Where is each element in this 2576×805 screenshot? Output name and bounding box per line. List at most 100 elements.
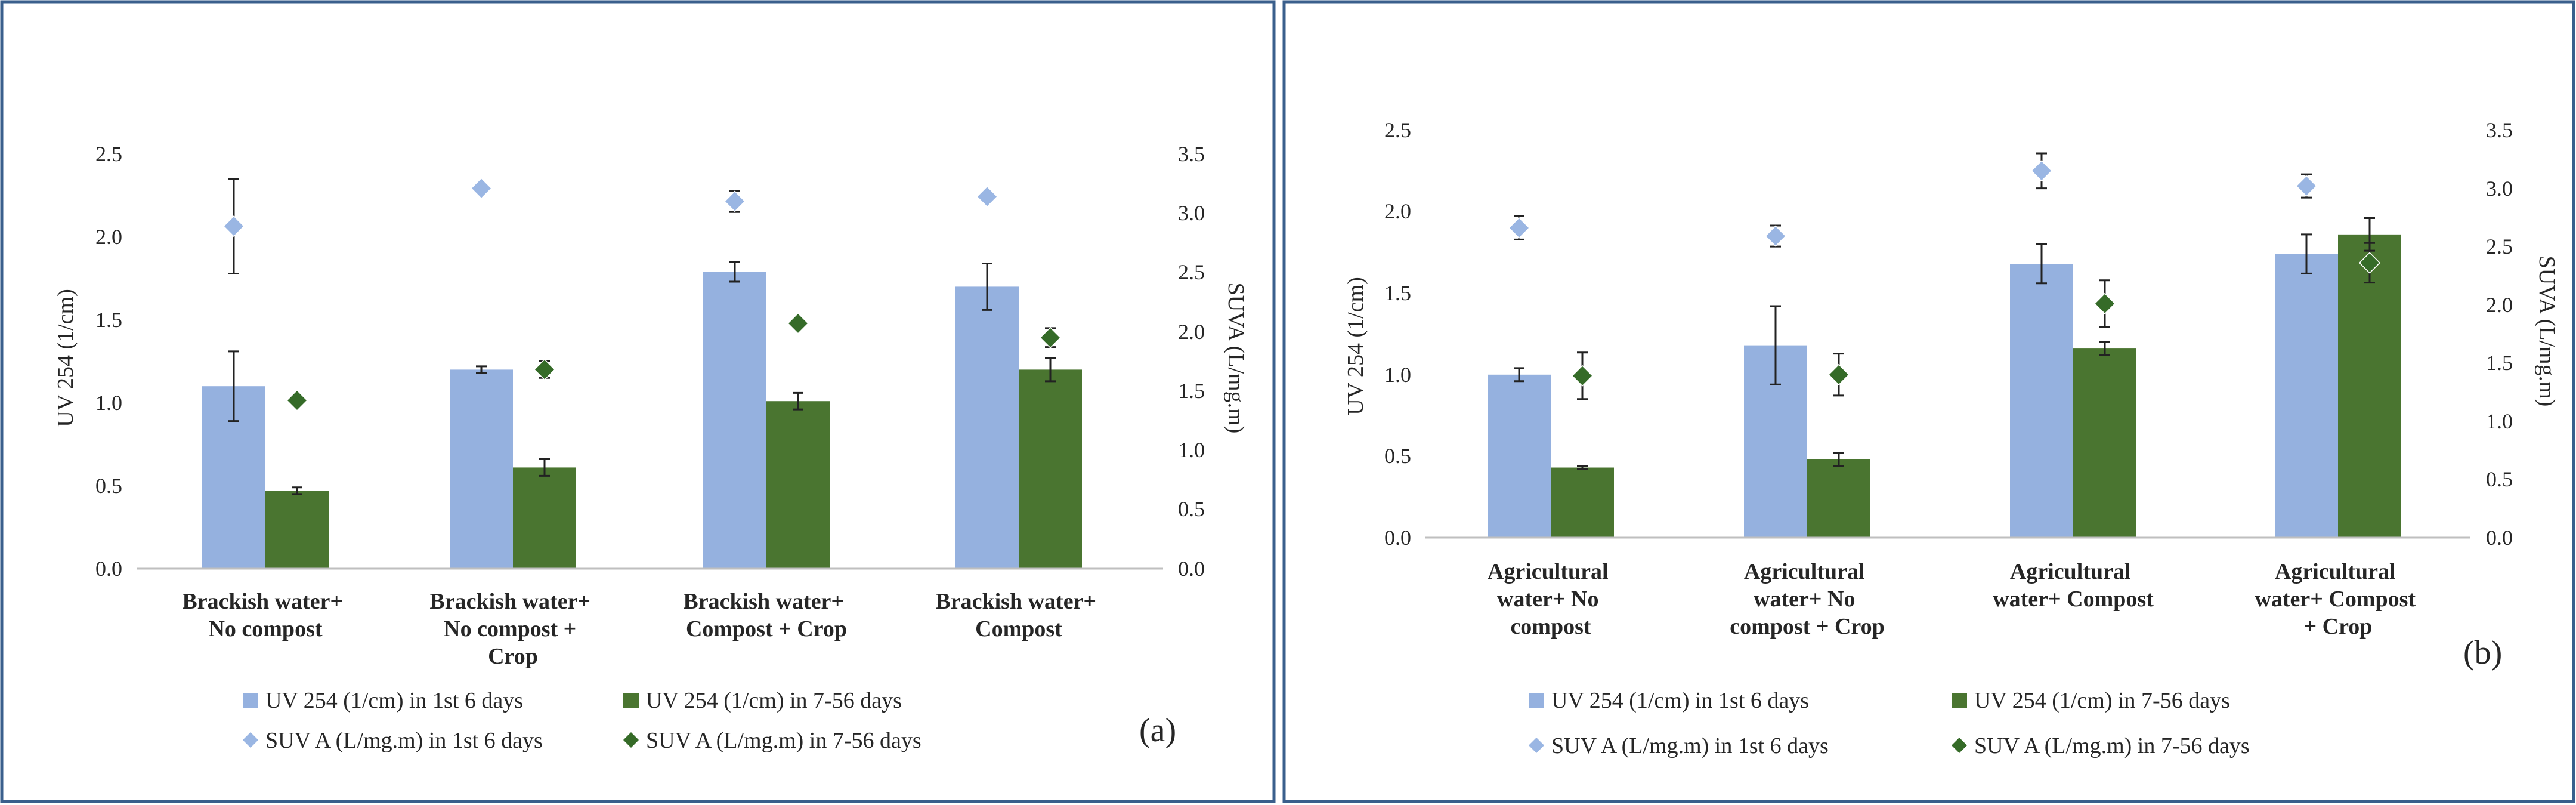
y-tick: 0.0 [1384,526,1411,550]
legend-label: UV 254 (1/cm) in 7-56 days [646,688,902,713]
panel-b: UV 254 (1/cm) SUVA (L/mg.m) 0.0 0.5 1.0 … [1282,0,2575,803]
y-tick: 1.0 [1384,363,1411,387]
y2-axis-label: SUVA (L/mg.m) [2534,256,2559,407]
bar-error-bar [1045,357,1056,383]
panel-a: UV 254 (1/cm) SUVA (L/mg.m) 0.0 0.5 1.0 … [0,0,1276,803]
legend: UV 254 (1/cm) in 1st 6 days UV 254 (1/cm… [1529,688,2250,758]
bar-error-bar [982,262,992,311]
y2-axis-label: SUVA (L/mg.m) [1223,283,1248,434]
legend-swatch-uv-later [1952,693,1967,708]
uv-7-56-days-bar [1019,369,1082,569]
uv-7-56-days-bar [1551,467,1614,538]
legend-label: UV 254 (1/cm) in 7-56 days [1974,688,2230,713]
y-axis-label: UV 254 (1/cm) [1343,277,1368,415]
uv-7-56-days-bar [2073,348,2136,538]
y-tick: 2.5 [95,142,122,166]
y-tick: 1.5 [95,308,122,332]
uv-7-56-days-bar [2338,234,2401,538]
y2-tick: 3.5 [1178,142,1205,166]
y2-tick: 3.0 [2486,177,2513,201]
uv-7-56-days-bar [1807,459,1870,538]
y2-tick: 1.0 [2486,409,2513,433]
uv-first-6-days-bar [2275,254,2338,538]
category-label: Brackish water+ No compost + Crop [429,589,596,669]
y2-tick: 3.0 [1178,201,1205,225]
legend-swatch-uv-later [623,693,639,708]
legend-label: SUV A (L/mg.m) in 1st 6 days [265,728,543,753]
bar-error-bar [1770,305,1781,385]
y-tick: 1.5 [1384,281,1411,305]
bar-error-bar [476,365,487,374]
category-labels: Brackish water+ No compost Brackish wate… [182,589,1102,669]
category-label: Brackish water+ Compost [935,589,1102,641]
uv-first-6-days-bar [1488,374,1551,538]
category-label: Brackish water+ Compost + Crop [683,589,849,641]
suva-7-56-days-marker [1827,363,1850,385]
y2-tick: 2.0 [2486,293,2513,317]
y2-tick: 0.5 [1178,497,1205,521]
uv-first-6-days-bar [703,272,766,569]
legend-label: SUV A (L/mg.m) in 7-56 days [1974,733,2250,758]
suva-7-56-days-marker [533,359,556,381]
suva-7-56-days-marker [787,312,809,335]
suva-first-6-days-marker [470,177,493,199]
y2-axis-ticks: 0.0 0.5 1.0 1.5 2.0 2.5 3.0 3.5 [1178,142,1205,581]
bar-error-bar [2036,243,2047,285]
legend-swatch-suva-first [243,732,258,748]
bar-error-bar [2301,233,2312,274]
uv-7-56-days-bar [265,491,329,569]
y2-axis-ticks: 0.0 0.5 1.0 1.5 2.0 2.5 3.0 3.5 [2486,118,2513,550]
uv-first-6-days-bar [450,369,513,569]
legend-swatch-suva-later [1952,738,1967,753]
y2-tick: 0.0 [2486,526,2513,550]
suva-first-6-days-marker [2295,175,2318,197]
suva-first-6-days-marker [976,186,998,208]
category-label: Agricultural water+ Compost [1993,559,2154,612]
suva-7-56-days-marker [2358,252,2381,274]
panel-label: (a) [1139,712,1176,749]
uv-first-6-days-bar [955,286,1019,569]
bar-error-bar [1833,452,1844,467]
y2-tick: 0.5 [2486,467,2513,491]
bar-error-bar [2099,341,2110,356]
suva-first-6-days-marker [2030,160,2053,182]
bar-error-bar [228,350,239,422]
y-axis-label: UV 254 (1/cm) [53,289,78,427]
suva-7-56-days-marker [2093,292,2116,314]
legend-swatch-uv-first [243,693,258,708]
bar-error-bar [292,486,302,495]
suva-first-6-days-marker [222,215,245,238]
category-label: Agricultural water+ Compost + Crop [2255,559,2421,639]
category-labels: Agricultural water+ No compost Agricultu… [1488,559,2421,639]
category-label: Brackish water+ No compost [182,589,348,641]
suva-7-56-days-marker [286,389,308,412]
y2-tick: 2.5 [2486,235,2513,258]
bar-error-bar [1577,465,1588,470]
y2-tick: 2.5 [1178,260,1205,284]
y-tick: 0.5 [1384,444,1411,468]
legend-swatch-suva-first [1529,738,1544,753]
y-axis-ticks: 0.0 0.5 1.0 1.5 2.0 2.5 [1384,118,1411,550]
plot-area [202,177,1082,569]
y2-tick: 1.0 [1178,438,1205,462]
suva-7-56-days-marker [1039,326,1062,348]
category-label: Agricultural water+ No compost [1488,559,1614,639]
legend-swatch-uv-first [1529,693,1544,708]
suva-7-56-days-marker [1571,365,1594,387]
category-label: Agricultural water+ No compost + Crop [1730,559,1885,639]
y2-tick: 1.5 [1178,379,1205,403]
uv-7-56-days-bar [766,401,830,569]
y2-tick: 3.5 [2486,118,2513,142]
uv-7-56-days-bar [513,467,576,569]
legend-label: SUV A (L/mg.m) in 1st 6 days [1551,733,1829,758]
bar-error-bar [1514,367,1524,383]
suva-first-6-days-marker [1764,225,1787,247]
legend-label: SUV A (L/mg.m) in 7-56 days [646,728,921,753]
panel-label: (b) [2463,634,2502,671]
y-tick: 2.0 [95,225,122,249]
suva-first-6-days-marker [1508,217,1530,239]
y-axis-ticks: 0.0 0.5 1.0 1.5 2.0 2.5 [95,142,122,581]
legend-label: UV 254 (1/cm) in 1st 6 days [265,688,523,713]
y-tick: 2.0 [1384,199,1411,223]
